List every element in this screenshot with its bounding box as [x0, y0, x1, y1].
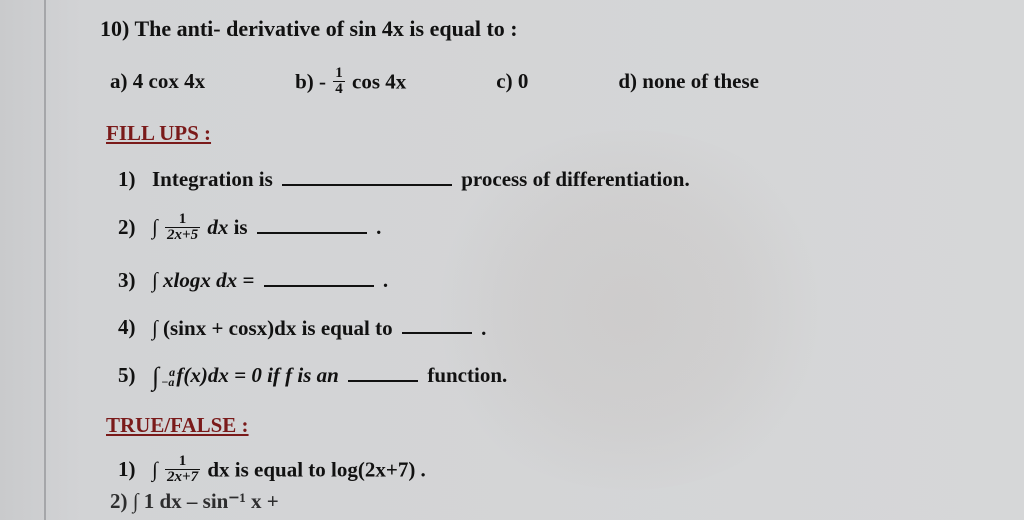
truefalse-1-frac-den: 2x+7	[165, 470, 200, 485]
fillup-2-frac-num: 1	[165, 212, 200, 228]
option-d-prefix: d)	[618, 69, 637, 93]
integral-icon: ∫	[152, 457, 158, 481]
truefalse-1-frac-num: 1	[165, 454, 200, 470]
fillup-5: 5) ∫a−a f(x)dx = 0 if f is an function.	[118, 360, 1000, 392]
fillup-2-frac-den: 2x+5	[165, 228, 200, 243]
option-b-tail: cos 4x	[352, 69, 406, 93]
option-d: d) none of these	[618, 69, 759, 94]
fillup-2: 2) ∫ 1 2x+5 dx is .	[118, 212, 1000, 245]
option-c-prefix: c)	[496, 69, 512, 93]
option-b-neg: -	[319, 69, 326, 93]
margin-rule	[44, 0, 46, 520]
content-area: 10) The anti- derivative of sin 4x is eq…	[100, 16, 1000, 507]
option-c: c) 0	[496, 69, 528, 94]
truefalse-1-fraction: 1 2x+7	[165, 454, 200, 485]
fillup-4: 4) ∫ (sinx + cosx)dx is equal to .	[118, 313, 1000, 341]
option-a-prefix: a)	[110, 69, 128, 93]
fillup-4-blank	[402, 313, 472, 335]
fillup-2-dot: .	[376, 215, 381, 239]
options-row: a) 4 cox 4x b) - 1 4 cos 4x c) 0 d) none…	[110, 68, 1000, 99]
fillup-4-dot: .	[481, 315, 486, 339]
lower-limit: −a	[161, 378, 175, 388]
option-a-text: 4 cox 4x	[133, 69, 205, 93]
fillups-heading: FILL UPS :	[106, 121, 1000, 146]
fillup-1-blank	[282, 164, 452, 186]
option-b-fraction: 1 4	[333, 66, 345, 97]
fillup-2-fraction: 1 2x+5	[165, 212, 200, 243]
truefalse-heading: TRUE/FALSE :	[106, 413, 1000, 438]
integral-icon: ∫	[152, 315, 158, 339]
truefalse-1-tail: dx is equal to log(2x+7) .	[207, 457, 425, 481]
integral-icon: ∫	[152, 363, 159, 392]
fillup-3: 3) ∫ xlogx dx = .	[118, 265, 1000, 293]
fillup-1-post: process of differentiation.	[461, 167, 689, 191]
option-b: b) - 1 4 cos 4x	[295, 68, 406, 99]
option-b-frac-num: 1	[333, 66, 345, 82]
fillup-5-blank	[348, 360, 418, 382]
fillup-4-body: (sinx + cosx)dx is equal to	[163, 315, 393, 339]
option-c-text: 0	[518, 69, 529, 93]
fillup-5-body: f(x)dx = 0 if f is an	[176, 363, 338, 387]
fillup-2-number: 2)	[118, 215, 144, 240]
fillup-2-dx: dx	[207, 215, 228, 239]
question-number: 10)	[100, 16, 129, 41]
fillup-1-number: 1)	[118, 167, 144, 192]
fillup-4-number: 4)	[118, 315, 144, 340]
option-b-frac-den: 4	[333, 82, 345, 97]
upper-limit: a	[169, 368, 175, 378]
option-d-text: none of these	[642, 69, 759, 93]
integral-icon: ∫	[152, 268, 158, 292]
fillup-1: 1) Integration is process of differentia…	[118, 164, 1000, 192]
fillup-3-blank	[264, 265, 374, 287]
option-b-prefix: b)	[295, 69, 314, 93]
fillup-2-post: is	[234, 215, 248, 239]
question-line: 10) The anti- derivative of sin 4x is eq…	[100, 16, 1000, 42]
fillup-3-body: xlogx dx =	[163, 268, 254, 292]
fillup-1-pre: Integration is	[152, 167, 273, 191]
truefalse-1: 1) ∫ 1 2x+7 dx is equal to log(2x+7) .	[118, 456, 1000, 487]
worksheet-page: 10) The anti- derivative of sin 4x is eq…	[0, 0, 1024, 520]
truefalse-1-number: 1)	[118, 457, 144, 482]
fillup-2-blank	[257, 212, 367, 234]
integral-limits: a−a	[159, 368, 175, 387]
option-a: a) 4 cox 4x	[110, 69, 205, 94]
fillup-3-dot: .	[383, 268, 388, 292]
cutoff-line: 2) ∫ 1 dx – sin⁻¹ x +	[110, 489, 279, 514]
fillup-3-number: 3)	[118, 268, 144, 293]
fillup-5-post: function.	[427, 363, 507, 387]
question-text: The anti- derivative of sin 4x is equal …	[134, 16, 517, 41]
integral-icon: ∫	[152, 215, 158, 239]
fillup-5-number: 5)	[118, 363, 144, 388]
